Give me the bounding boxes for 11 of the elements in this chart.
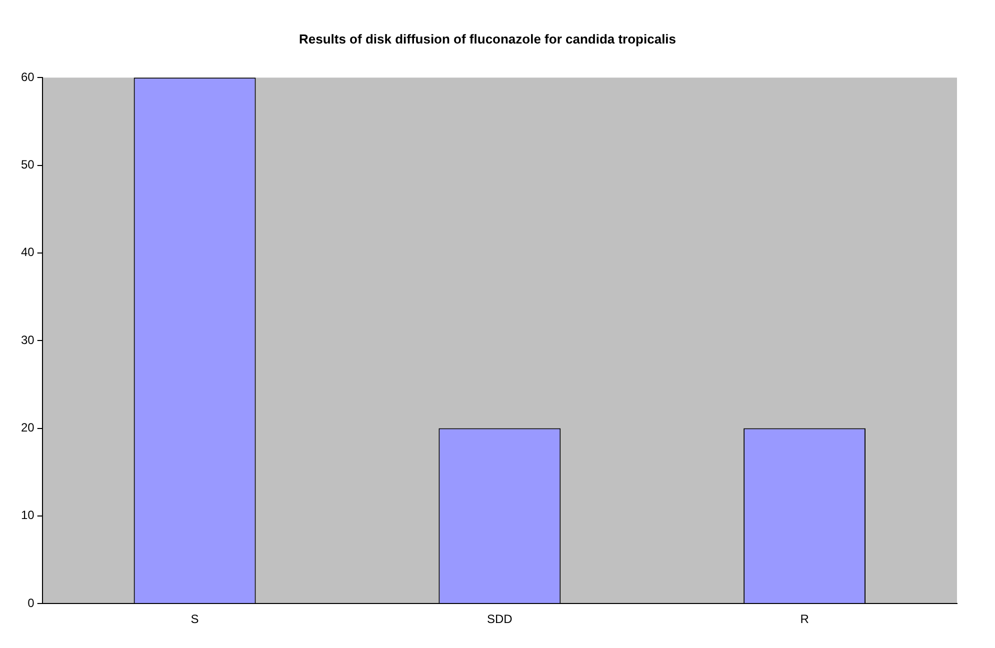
- x-tick-label: S: [190, 612, 199, 626]
- y-tick-label: 10: [20, 508, 35, 522]
- y-tick-label: 40: [20, 245, 35, 260]
- x-tick-label: SDD: [487, 612, 513, 626]
- y-tick-label: 50: [20, 158, 35, 172]
- y-tick-label: 30: [20, 332, 35, 347]
- chart-title: Results of disk diffusion of fluconazole for candida tropicalis: [298, 31, 676, 46]
- y-tick-label: 0: [28, 596, 35, 610]
- y-tick-label: 60: [20, 70, 35, 84]
- x-tick-label: R: [800, 612, 810, 626]
- y-tick-label: 20: [20, 420, 35, 435]
